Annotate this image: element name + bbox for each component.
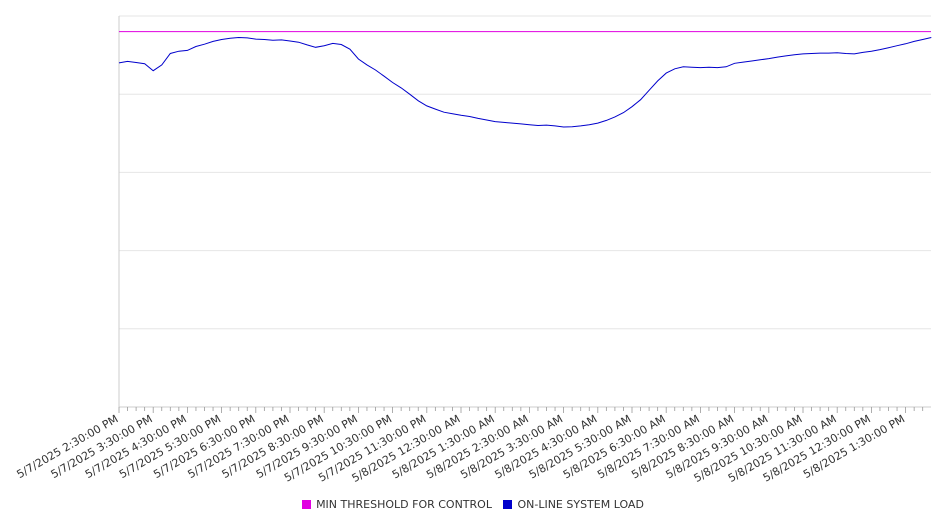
legend: MIN THRESHOLD FOR CONTROL ON-LINE SYSTEM…	[0, 498, 946, 511]
x-axis-ticks	[118, 407, 924, 413]
legend-item-threshold[interactable]: MIN THRESHOLD FOR CONTROL	[302, 498, 492, 511]
legend-label-load: ON-LINE SYSTEM LOAD	[517, 498, 644, 511]
x-axis-tick-labels: 5/7/2025 2:30:00 PM5/7/2025 3:30:00 PM5/…	[14, 412, 907, 485]
series-load-line	[118, 36, 932, 128]
threshold-swatch	[302, 500, 312, 509]
load-swatch	[503, 500, 513, 509]
legend-label-threshold: MIN THRESHOLD FOR CONTROL	[316, 498, 492, 511]
grid-lines	[119, 15, 931, 330]
axes	[118, 16, 931, 408]
legend-item-load[interactable]: ON-LINE SYSTEM LOAD	[503, 498, 644, 511]
series-lines	[118, 31, 932, 128]
